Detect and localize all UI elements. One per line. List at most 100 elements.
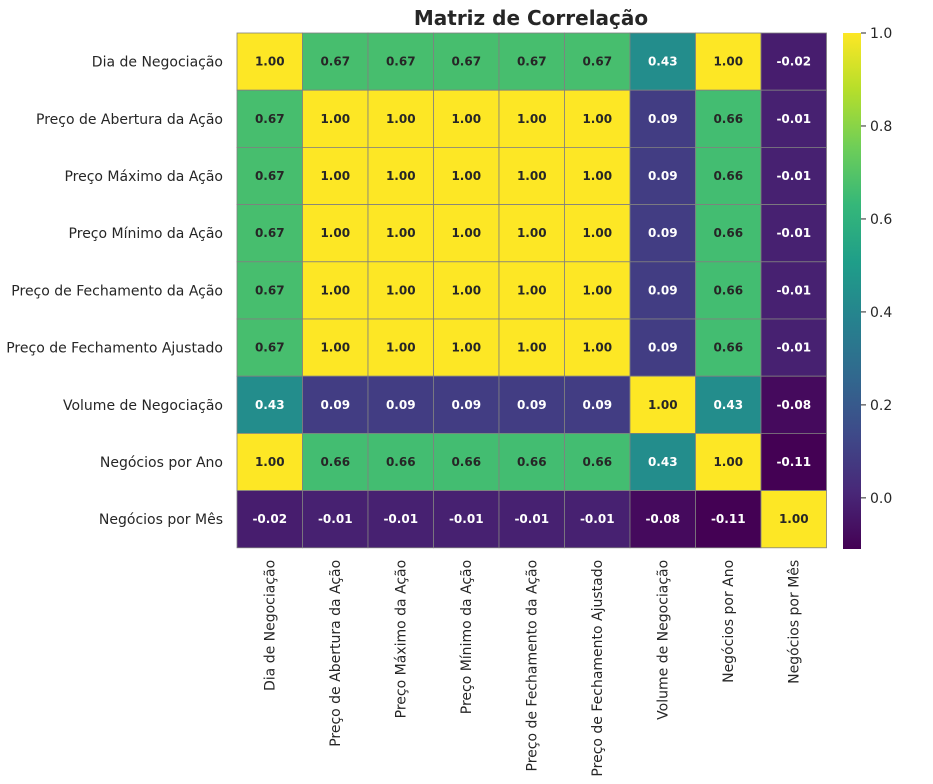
heatmap-cell (760, 89, 827, 148)
heatmap-cell (564, 490, 631, 549)
heatmap-cell (695, 204, 762, 263)
cell-value-label: -0.01 (383, 512, 418, 526)
cell-value-label: 1.00 (582, 341, 612, 355)
cell-value-label: 0.09 (517, 398, 547, 412)
cell-value-label: 0.66 (713, 341, 743, 355)
cell-value-label: 0.09 (320, 398, 350, 412)
colorbar-tick-label: 0.4 (870, 305, 892, 321)
heatmap-cell (236, 146, 303, 205)
cell-value-label: 1.00 (386, 169, 416, 183)
column-label: Preço Máximo da Ação (394, 560, 410, 719)
cell-value-label: 1.00 (517, 283, 547, 297)
heatmap-cell (498, 432, 565, 491)
cell-value-label: 1.00 (386, 226, 416, 240)
row-label: Dia de Negociação (92, 55, 223, 71)
heatmap-cell (629, 432, 696, 491)
heatmap-cell (629, 261, 696, 320)
cell-value-label: 1.00 (713, 455, 743, 469)
heatmap-cell (498, 318, 565, 377)
heatmap-cell (498, 375, 565, 434)
heatmap-cell (367, 318, 434, 377)
heatmap-cell (236, 261, 303, 320)
heatmap-cell (695, 32, 762, 91)
cell-value-label: -0.01 (514, 512, 549, 526)
heatmap-cell (629, 89, 696, 148)
heatmap-cells: 1.00 0.67 0.67 0.67 0.67 0.67 0.43 1.00 -0.02 0.6… (236, 32, 827, 549)
cell-value-label: 1.00 (451, 112, 481, 126)
heatmap-cell (433, 89, 500, 148)
cell-value-label: -0.01 (580, 512, 615, 526)
cell-value-label: 1.00 (517, 341, 547, 355)
row-label: Preço de Fechamento da Ação (11, 283, 223, 299)
cell-value-label: 1.00 (582, 112, 612, 126)
heatmap-cell (236, 318, 303, 377)
cell-value-label: 0.66 (582, 455, 612, 469)
cell-value-label: 0.67 (582, 55, 612, 69)
cell-value-label: 0.66 (713, 283, 743, 297)
colorbar: 0.0 0.2 0.4 0.6 0.8 1.0 (843, 26, 892, 549)
heatmap-cell (760, 490, 827, 549)
heatmap-cell (498, 32, 565, 91)
row-label: Volume de Negociação (63, 398, 223, 414)
cell-value-label: 0.67 (255, 169, 285, 183)
heatmap-cell (760, 318, 827, 377)
cell-value-label: 0.66 (713, 169, 743, 183)
heatmap-cell (367, 32, 434, 91)
row-label: Negócios por Mês (99, 512, 223, 528)
cell-value-label: 0.43 (648, 455, 678, 469)
heatmap-cell (367, 261, 434, 320)
cell-value-label: 0.43 (255, 398, 285, 412)
cell-value-label: -0.08 (645, 512, 680, 526)
colorbar-tick-label: 1.0 (870, 26, 892, 42)
row-label: Negócios por Ano (100, 455, 223, 471)
heatmap-cell (236, 375, 303, 434)
cell-value-label: -0.01 (449, 512, 484, 526)
heatmap-cell (433, 32, 500, 91)
heatmap-cell (302, 32, 369, 91)
heatmap-cell (236, 204, 303, 263)
cell-value-label: 1.00 (320, 341, 350, 355)
heatmap-cell (629, 490, 696, 549)
heatmap-cell (236, 32, 303, 91)
cell-value-label: 0.09 (648, 169, 678, 183)
heatmap-cell (433, 432, 500, 491)
cell-value-label: 0.66 (386, 455, 416, 469)
cell-value-label: 1.00 (779, 512, 809, 526)
cell-value-label: 0.09 (648, 226, 678, 240)
cell-value-label: 1.00 (386, 341, 416, 355)
heatmap-cell (695, 318, 762, 377)
column-label: Dia de Negociação (263, 560, 279, 691)
column-label: Preço Mínimo da Ação (459, 560, 475, 714)
cell-value-label: -0.11 (711, 512, 746, 526)
column-label: Negócios por Ano (721, 560, 737, 683)
cell-value-label: 1.00 (648, 398, 678, 412)
cell-value-label: 1.00 (320, 112, 350, 126)
heatmap-cell (367, 146, 434, 205)
cell-value-label: 1.00 (517, 226, 547, 240)
heatmap-cell (236, 432, 303, 491)
cell-value-label: -0.01 (776, 283, 811, 297)
heatmap-cell (367, 490, 434, 549)
cell-value-label: 0.09 (648, 112, 678, 126)
cell-value-label: 1.00 (386, 283, 416, 297)
cell-value-label: 0.66 (517, 455, 547, 469)
heatmap-cell (236, 89, 303, 148)
row-label: Preço Mínimo da Ação (69, 226, 223, 242)
cell-value-label: 0.67 (255, 283, 285, 297)
cell-value-label: -0.01 (776, 226, 811, 240)
heatmap-cell (367, 432, 434, 491)
heatmap-cell (629, 146, 696, 205)
cell-value-label: 1.00 (582, 226, 612, 240)
cell-value-label: 0.67 (255, 226, 285, 240)
cell-value-label: 0.43 (648, 55, 678, 69)
cell-value-label: -0.02 (252, 512, 287, 526)
heatmap-cell (433, 318, 500, 377)
cell-value-label: 1.00 (320, 169, 350, 183)
cell-value-label: 1.00 (517, 112, 547, 126)
cell-value-label: 1.00 (517, 169, 547, 183)
heatmap-cell (564, 32, 631, 91)
heatmap-cell (302, 490, 369, 549)
cell-value-label: 0.67 (517, 55, 547, 69)
heatmap-cell (498, 89, 565, 148)
heatmap-cell (302, 146, 369, 205)
